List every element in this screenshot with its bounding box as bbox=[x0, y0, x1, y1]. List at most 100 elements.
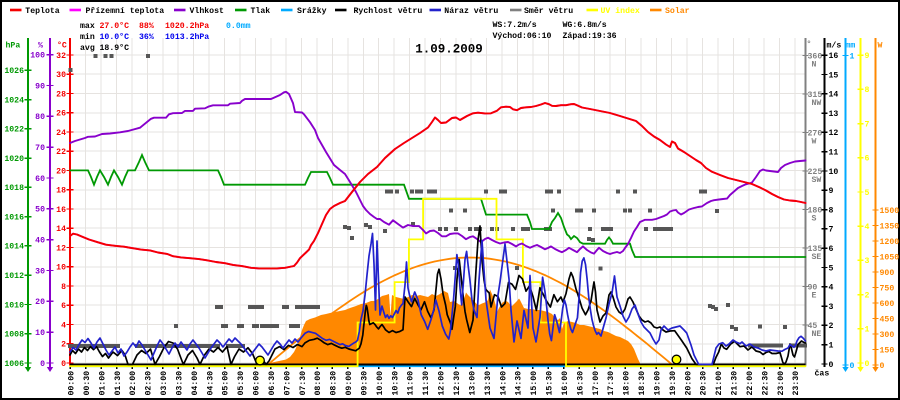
svg-text:Přízemní teplota: Přízemní teplota bbox=[86, 6, 165, 16]
svg-text:S: S bbox=[812, 215, 817, 224]
svg-text:04:00: 04:00 bbox=[191, 371, 200, 396]
svg-text:Rychlost větru: Rychlost větru bbox=[354, 6, 423, 16]
svg-text:1: 1 bbox=[829, 342, 834, 351]
svg-text:03:30: 03:30 bbox=[175, 371, 184, 396]
svg-text:88%: 88% bbox=[139, 22, 154, 31]
svg-text:20: 20 bbox=[35, 298, 45, 307]
svg-text:Vlhkost: Vlhkost bbox=[190, 6, 224, 16]
svg-text:13:30: 13:30 bbox=[484, 371, 493, 396]
svg-text:10.0°C: 10.0°C bbox=[100, 33, 130, 42]
svg-text:1200: 1200 bbox=[880, 238, 900, 247]
svg-text:Náraz větru: Náraz větru bbox=[444, 6, 498, 16]
svg-text:150: 150 bbox=[880, 346, 895, 355]
svg-text:90: 90 bbox=[808, 283, 818, 292]
svg-text:50: 50 bbox=[35, 206, 45, 215]
svg-text:1022: 1022 bbox=[4, 126, 24, 135]
svg-text:avg: avg bbox=[80, 44, 95, 53]
svg-text:28: 28 bbox=[56, 90, 66, 99]
svg-text:360: 360 bbox=[808, 52, 823, 61]
svg-text:17:30: 17:30 bbox=[607, 371, 616, 396]
svg-text:27.0°C: 27.0°C bbox=[100, 22, 130, 31]
svg-text:13: 13 bbox=[829, 110, 839, 119]
svg-text:09:30: 09:30 bbox=[361, 371, 370, 396]
svg-text:NE: NE bbox=[812, 330, 822, 339]
svg-text:9: 9 bbox=[865, 52, 870, 61]
svg-text:15:30: 15:30 bbox=[546, 371, 555, 396]
svg-text:11:30: 11:30 bbox=[422, 371, 431, 396]
svg-text:SE: SE bbox=[812, 253, 822, 262]
svg-text:4: 4 bbox=[61, 321, 66, 330]
svg-text:21:00: 21:00 bbox=[715, 371, 724, 396]
svg-text:07:00: 07:00 bbox=[283, 371, 292, 396]
svg-text:06:30: 06:30 bbox=[268, 371, 277, 396]
svg-text:1016: 1016 bbox=[4, 214, 24, 223]
svg-text:10: 10 bbox=[829, 168, 839, 177]
svg-text:11:00: 11:00 bbox=[407, 371, 416, 396]
svg-text:05:30: 05:30 bbox=[237, 371, 246, 396]
svg-text:5: 5 bbox=[829, 264, 834, 273]
svg-text:1012: 1012 bbox=[4, 272, 24, 281]
svg-text:18:00: 18:00 bbox=[623, 371, 632, 396]
svg-text:10: 10 bbox=[56, 264, 66, 273]
svg-text:WG:6.8m/s: WG:6.8m/s bbox=[563, 20, 607, 30]
svg-text:Srážky: Srážky bbox=[297, 6, 327, 16]
svg-text:15: 15 bbox=[829, 71, 839, 80]
svg-text:08:30: 08:30 bbox=[330, 371, 339, 396]
svg-text:16: 16 bbox=[829, 52, 839, 61]
svg-text:1014: 1014 bbox=[4, 243, 24, 252]
svg-text:1500: 1500 bbox=[880, 207, 900, 216]
svg-text:40: 40 bbox=[35, 237, 45, 246]
svg-text:900: 900 bbox=[880, 269, 895, 278]
svg-text:1024: 1024 bbox=[4, 96, 24, 105]
svg-text:20:00: 20:00 bbox=[684, 371, 693, 396]
svg-text:60: 60 bbox=[35, 175, 45, 184]
svg-text:02:30: 02:30 bbox=[145, 371, 154, 396]
svg-text:0: 0 bbox=[61, 360, 66, 369]
svg-text:19:00: 19:00 bbox=[654, 371, 663, 396]
svg-text:1020: 1020 bbox=[4, 155, 24, 164]
svg-text:Solar: Solar bbox=[665, 6, 690, 16]
svg-text:135: 135 bbox=[808, 245, 823, 254]
svg-text:10: 10 bbox=[35, 329, 45, 338]
svg-text:06:00: 06:00 bbox=[253, 371, 262, 396]
svg-text:22: 22 bbox=[56, 148, 66, 157]
svg-text:36%: 36% bbox=[139, 33, 154, 42]
svg-text:čas: čas bbox=[815, 369, 830, 379]
svg-text:UV index: UV index bbox=[601, 6, 640, 16]
svg-text:1008: 1008 bbox=[4, 331, 24, 340]
svg-text:16:00: 16:00 bbox=[561, 371, 570, 396]
svg-text:NW: NW bbox=[812, 99, 822, 108]
svg-text:8: 8 bbox=[829, 206, 834, 215]
svg-text:90: 90 bbox=[35, 82, 45, 91]
svg-text:11: 11 bbox=[829, 149, 839, 158]
svg-text:0.0mm: 0.0mm bbox=[226, 22, 251, 31]
svg-text:6: 6 bbox=[829, 245, 834, 254]
svg-text:03:00: 03:00 bbox=[160, 371, 169, 396]
svg-text:19:30: 19:30 bbox=[669, 371, 678, 396]
svg-text:01:30: 01:30 bbox=[114, 371, 123, 396]
svg-text:26: 26 bbox=[56, 110, 66, 119]
svg-text:12:00: 12:00 bbox=[438, 371, 447, 396]
svg-text:00:00: 00:00 bbox=[68, 371, 77, 396]
svg-text:05:00: 05:00 bbox=[222, 371, 231, 396]
svg-text:14:00: 14:00 bbox=[499, 371, 508, 396]
svg-text:14:30: 14:30 bbox=[515, 371, 524, 396]
svg-text:18:30: 18:30 bbox=[638, 371, 647, 396]
svg-text:Teplota: Teplota bbox=[25, 6, 59, 16]
svg-text:0: 0 bbox=[880, 362, 885, 371]
svg-text:WS:7.2m/s: WS:7.2m/s bbox=[493, 20, 537, 30]
svg-text:0: 0 bbox=[865, 360, 870, 369]
svg-text:09:00: 09:00 bbox=[345, 371, 354, 396]
svg-text:1050: 1050 bbox=[880, 253, 900, 262]
svg-text:8: 8 bbox=[61, 283, 66, 292]
svg-text:0: 0 bbox=[829, 361, 834, 370]
svg-text:270: 270 bbox=[808, 129, 823, 138]
svg-text:3: 3 bbox=[829, 303, 834, 312]
svg-text:W: W bbox=[878, 42, 883, 51]
svg-text:22:30: 22:30 bbox=[761, 371, 770, 396]
svg-text:14: 14 bbox=[56, 225, 66, 234]
svg-text:1013.2hPa: 1013.2hPa bbox=[165, 32, 209, 42]
svg-text:12: 12 bbox=[56, 244, 66, 253]
svg-text:6: 6 bbox=[865, 155, 870, 164]
svg-text:7: 7 bbox=[865, 120, 870, 129]
